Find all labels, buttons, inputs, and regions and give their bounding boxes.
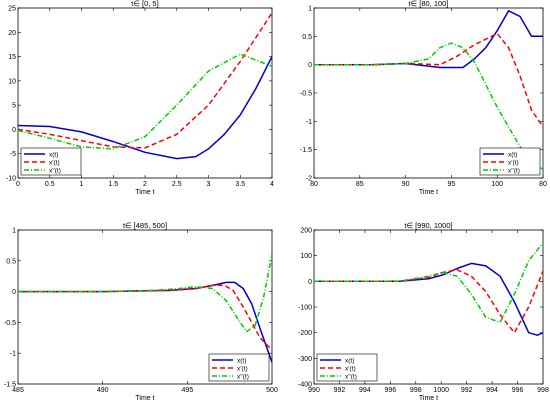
x-tick-label: 996	[512, 387, 524, 394]
y-tick-label: -1.5	[300, 147, 312, 154]
x-tick-label: 2	[143, 181, 147, 188]
chart-title: t∈ [80, 100]	[409, 0, 449, 8]
legend-label: x''(t)	[508, 167, 520, 174]
y-tick-label: -200	[298, 330, 312, 337]
x-tick-label: 1	[80, 181, 84, 188]
series-line-3	[314, 42, 543, 171]
series-line-3	[18, 53, 272, 150]
y-tick-label: 0.5	[302, 34, 312, 41]
y-tick-label: -0.5	[300, 91, 312, 98]
series-line-2	[18, 12, 272, 149]
y-tick-label: -5	[10, 151, 16, 158]
legend-label: x''(t)	[237, 373, 249, 380]
y-tick-label: 200	[300, 228, 312, 235]
y-tick-label: 25	[8, 6, 16, 13]
legend: x(t)x'(t)x''(t)	[20, 147, 82, 176]
x-tick-label: 495	[181, 387, 193, 394]
x-tick-label: 4	[270, 181, 274, 188]
series-line-3	[18, 254, 272, 333]
chart-panel-3: t∈ [485, 500] 485 490 495 500 -1.5 -1 -0.5 0 0.5 1…	[4, 221, 278, 402]
x-axis-label: Time t	[135, 395, 154, 402]
x-tick-label: 0.5	[45, 181, 55, 188]
x-tick-label: 80	[539, 181, 547, 188]
y-tick-label: -2	[306, 176, 312, 183]
x-tick-label: 992	[461, 387, 473, 394]
x-tick-label: 500	[266, 387, 278, 394]
y-tick-label: -100	[298, 305, 312, 312]
y-tick-label: -0.5	[4, 320, 16, 327]
x-tick-label: 994	[359, 387, 371, 394]
x-tick-label: 85	[356, 181, 364, 188]
series-line-2	[18, 284, 272, 351]
legend: x(t)x'(t)x''(t)	[316, 353, 378, 382]
series-line-3	[314, 242, 543, 324]
chart-panel-2: t∈ [80, 100]80 85 90 95 100 80-2-1.5-1-0.500.…	[300, 0, 547, 196]
x-tick-label: 990	[308, 387, 320, 394]
y-tick-label: 0	[308, 279, 312, 286]
x-tick-label: 3	[207, 181, 211, 188]
legend: x(t)x'(t)x''(t)	[479, 147, 541, 176]
y-tick-label: -400	[298, 382, 312, 389]
y-tick-label: 0.5	[6, 258, 16, 265]
y-tick-label: 1	[12, 228, 16, 235]
x-tick-label: 485	[12, 387, 24, 394]
y-tick-label: 0	[308, 62, 312, 69]
x-tick-label: 2.5	[172, 181, 182, 188]
x-axis-label: Time t	[419, 189, 438, 196]
x-tick-label: 996	[384, 387, 396, 394]
legend: x(t)x'(t)x''(t)	[208, 353, 270, 382]
y-tick-label: 100	[300, 253, 312, 260]
y-tick-label: 15	[8, 54, 16, 61]
x-tick-label: 3.5	[235, 181, 245, 188]
x-tick-label: 0	[16, 181, 20, 188]
legend-label: x(t)	[345, 357, 354, 364]
chart-title: t∈ [0, 5]	[131, 0, 158, 8]
chart-panel-1: t∈ [0, 5] 0 0.5 1 1.5 2 2.5 3 3.5 4 -10 -5 0 5 10 15 20 2…	[6, 0, 274, 196]
x-tick-label: 1.5	[108, 181, 118, 188]
series-line-2	[314, 32, 543, 128]
x-axis-label: Time t	[419, 395, 438, 402]
x-tick-label: 90	[402, 181, 410, 188]
y-tick-label: -1.5	[4, 382, 16, 389]
legend-label: x'(t)	[49, 159, 60, 166]
legend-label: x''(t)	[345, 373, 357, 380]
series-line-1	[18, 56, 272, 160]
y-tick-label: -1	[306, 119, 312, 126]
y-tick-label: -1	[10, 351, 16, 358]
chart-title: t∈ [485, 500]	[123, 221, 167, 230]
y-tick-label: 5	[12, 103, 16, 110]
y-tick-label: -300	[298, 356, 312, 363]
y-tick-label: 10	[8, 78, 16, 85]
legend-box	[479, 147, 541, 176]
chart-panel-4: t∈ [990, 1000]990 992 994 996 998 1000 992 994 9…	[298, 221, 549, 402]
x-tick-label: 998	[410, 387, 422, 394]
legend-label: x'(t)	[345, 365, 356, 372]
y-tick-label: 20	[8, 30, 16, 37]
x-tick-label: 998	[537, 387, 549, 394]
x-tick-label: 994	[486, 387, 498, 394]
legend-label: x'(t)	[508, 159, 519, 166]
y-tick-label: 0	[12, 127, 16, 134]
chart-title: t∈ [990, 1000]	[404, 221, 452, 230]
legend-label: x(t)	[508, 151, 517, 158]
x-tick-label: 80	[310, 181, 318, 188]
x-tick-label: 1000	[433, 387, 449, 394]
x-tick-label: 95	[448, 181, 456, 188]
x-tick-label: 490	[97, 387, 109, 394]
y-tick-label: 0	[12, 289, 16, 296]
y-tick-label: -10	[6, 176, 16, 183]
legend-label: x''(t)	[49, 167, 61, 174]
legend-label: x(t)	[237, 357, 246, 364]
x-tick-label: 992	[334, 387, 346, 394]
legend-label: x(t)	[49, 151, 58, 158]
y-tick-label: 1	[308, 6, 312, 13]
legend-label: x'(t)	[237, 365, 248, 372]
x-axis-label: Time t	[135, 189, 154, 196]
x-tick-label: 100	[491, 181, 503, 188]
series-line-1	[314, 10, 543, 69]
